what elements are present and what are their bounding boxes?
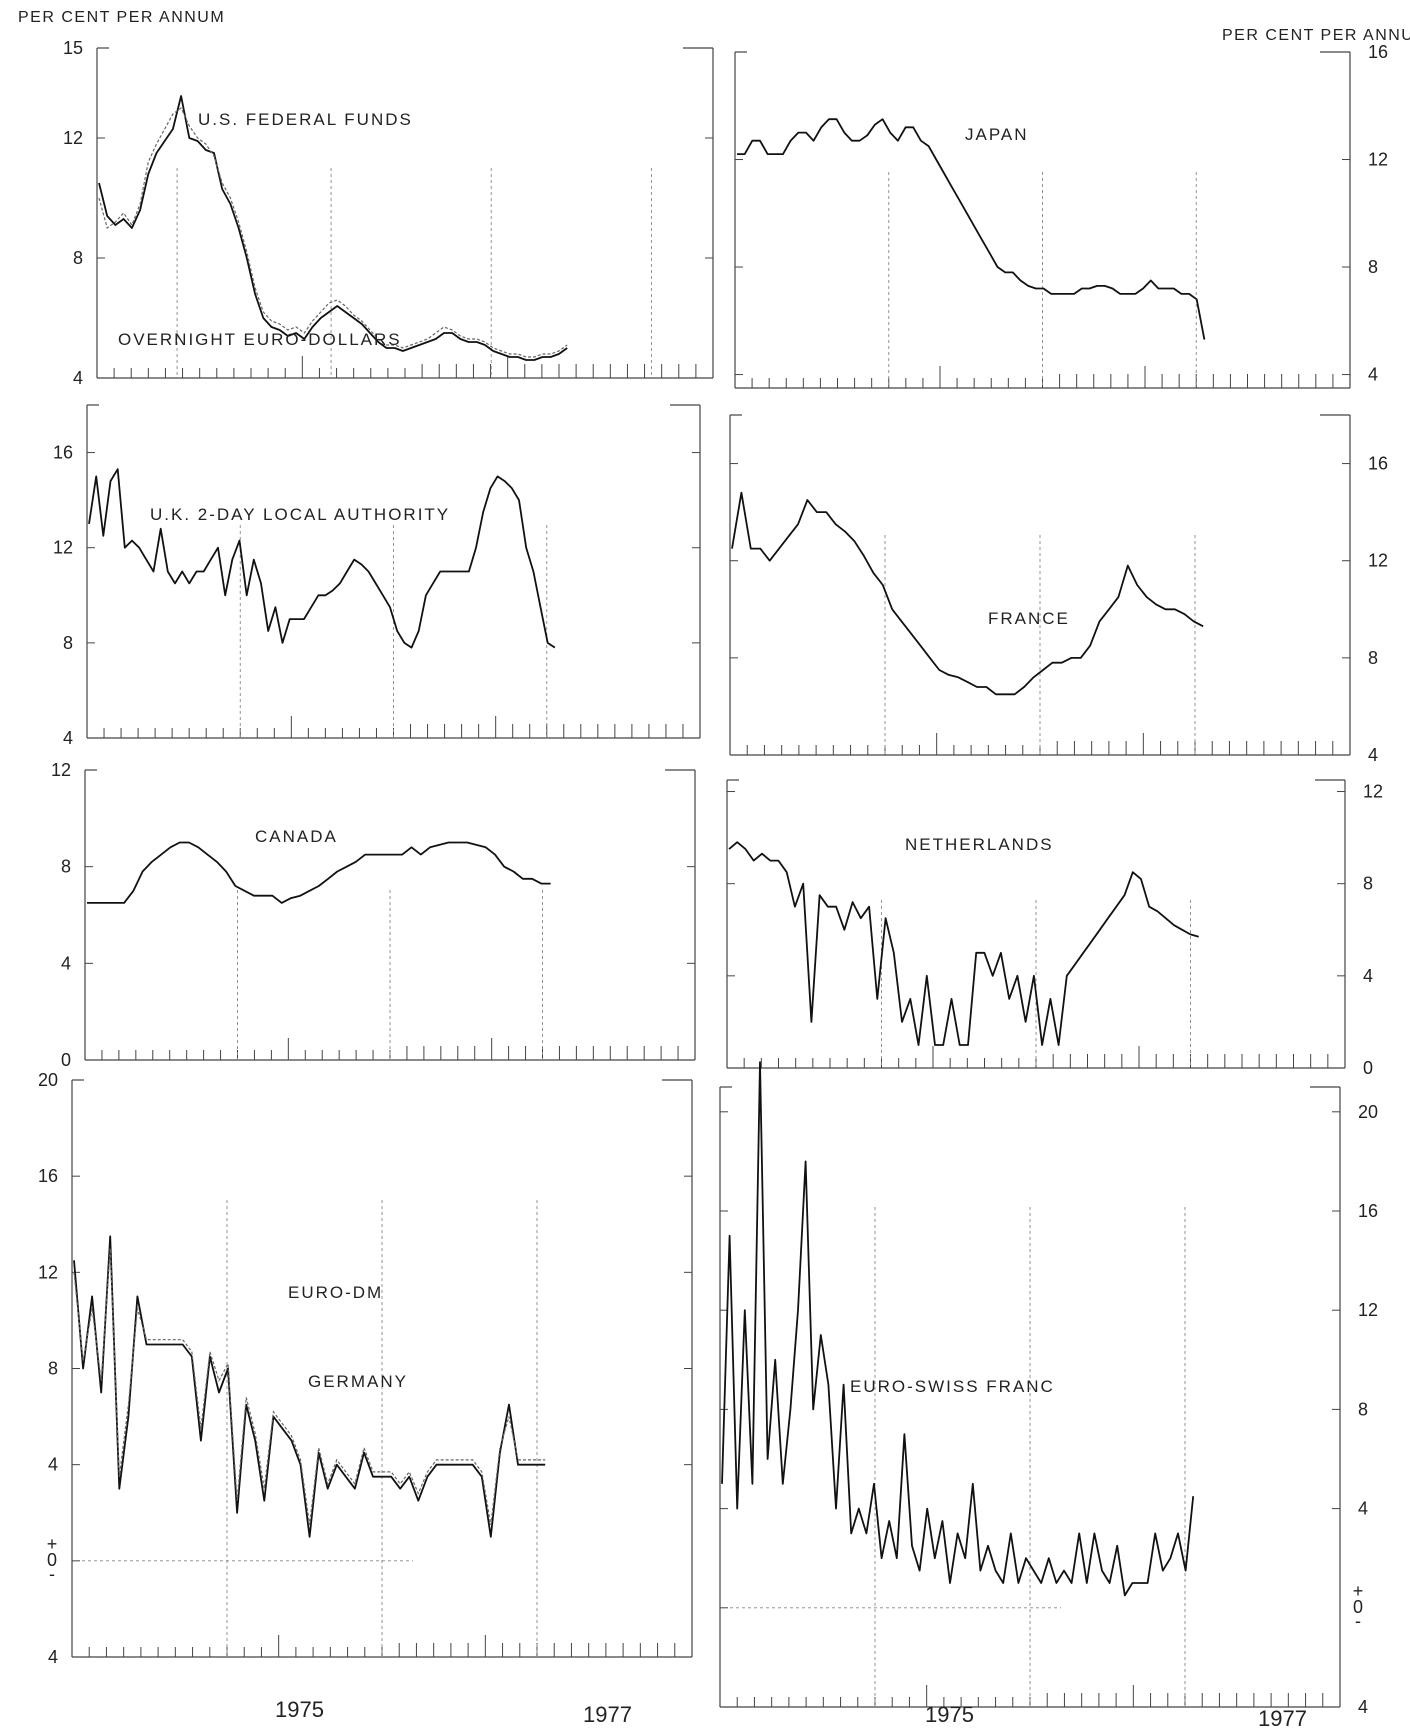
y-tick-label-germany: 4: [48, 1455, 58, 1475]
panel-japan: 4 8 12 16 JAPAN: [734, 42, 1388, 389]
y-tick-label-netherlands: 0: [1363, 1058, 1373, 1078]
y-tick-label-netherlands: 12: [1363, 782, 1383, 802]
panel-us: 4 8 12 15 U.S. FEDERAL FUNDS OVERNIGHT EURO-D…: [63, 38, 714, 388]
panel-france: 4 8 12 16 FRANCE: [729, 414, 1388, 765]
series-line-us-1: [98, 107, 568, 358]
y-tick-label-germany: 8: [48, 1359, 58, 1379]
series-label-canada-0: CANADA: [255, 827, 338, 846]
series-label-germany-0: EURO-DM: [288, 1283, 383, 1302]
y-tick-label-swiss: 20: [1358, 1102, 1378, 1122]
y-tick-label-us: 4: [73, 368, 83, 388]
y-tick-label-germany: 12: [38, 1262, 58, 1282]
y-tick-label-japan: 8: [1368, 257, 1378, 277]
series-line-us-0: [98, 95, 568, 361]
series-line-uk-0: [88, 468, 556, 649]
series-line-germany-0: [73, 1235, 546, 1538]
neg-four-label-germany: 4: [48, 1647, 58, 1667]
panel-germany: 4 8 12 16 20 +0- 4 EURO-DM GERMANY: [38, 1070, 693, 1667]
left-unit-label: PER CENT PER ANNUM: [18, 9, 225, 26]
y-tick-label-swiss: 4: [1358, 1499, 1368, 1519]
series-label-france-0: FRANCE: [988, 609, 1070, 628]
zero-sign-label-swiss: 0: [1353, 1597, 1363, 1617]
y-tick-label-canada: 4: [61, 953, 71, 973]
y-tick-label-us: 12: [63, 128, 83, 148]
right-unit-label: PER CENT PER ANNUM: [1222, 27, 1410, 44]
y-tick-label-us: 15: [63, 38, 83, 58]
zero-sign-label-germany: 0: [47, 1550, 57, 1570]
y-tick-label-canada: 12: [51, 760, 71, 780]
y-tick-label-france: 12: [1368, 551, 1388, 571]
y-tick-label-swiss: 16: [1358, 1201, 1378, 1221]
x-label-left-1975: 1975: [275, 1697, 324, 1722]
x-label-left-1977: 1977: [583, 1702, 632, 1727]
y-tick-label-swiss: 12: [1358, 1300, 1378, 1320]
series-label-netherlands-0: NETHERLANDS: [905, 835, 1054, 854]
y-tick-label-swiss: 8: [1358, 1399, 1368, 1419]
zero-sign-label-germany: +: [47, 1534, 58, 1554]
zero-sign-label-germany: -: [49, 1564, 55, 1584]
x-label-right-1977: 1977: [1258, 1706, 1307, 1729]
series-line-japan-0: [737, 118, 1206, 340]
y-tick-label-canada: 8: [61, 857, 71, 877]
y-tick-label-france: 16: [1368, 454, 1388, 474]
series-label-us-0: U.S. FEDERAL FUNDS: [198, 110, 413, 129]
panels: 4 8 12 15 U.S. FEDERAL FUNDS OVERNIGHT EURO-D…: [38, 38, 1388, 1717]
series-line-swiss-0: [721, 1061, 1195, 1597]
y-tick-label-france: 4: [1368, 745, 1378, 765]
y-tick-label-uk: 4: [63, 728, 73, 748]
y-tick-label-uk: 8: [63, 633, 73, 653]
y-tick-label-japan: 16: [1368, 42, 1388, 62]
y-tick-label-us: 8: [73, 248, 83, 268]
series-line-france-0: [731, 491, 1204, 696]
y-tick-label-japan: 4: [1368, 365, 1378, 385]
series-line-canada-0: [87, 841, 551, 904]
series-label-swiss-0: EURO-SWISS FRANC: [850, 1377, 1055, 1396]
series-label-germany-1: GERMANY: [308, 1372, 408, 1391]
y-tick-label-germany: 20: [38, 1070, 58, 1090]
series-label-us-1: OVERNIGHT EURO-DOLLARS: [118, 330, 402, 349]
neg-four-label-swiss: 4: [1358, 1697, 1368, 1717]
y-tick-label-germany: 16: [38, 1166, 58, 1186]
panel-uk: 4 8 12 16 U.K. 2-DAY LOCAL AUTHORITY: [53, 404, 701, 748]
y-tick-label-uk: 16: [53, 443, 73, 463]
y-tick-label-canada: 0: [61, 1050, 71, 1070]
panel-netherlands: 0 4 8 12 NETHERLANDS: [726, 779, 1383, 1078]
series-line-netherlands-0: [728, 841, 1199, 1046]
series-label-uk-0: U.K. 2-DAY LOCAL AUTHORITY: [150, 505, 450, 524]
y-tick-label-japan: 12: [1368, 150, 1388, 170]
y-tick-label-uk: 12: [53, 538, 73, 558]
panel-canada: 0 4 8 12 CANADA: [51, 760, 696, 1070]
y-tick-label-france: 8: [1368, 648, 1378, 668]
y-tick-label-netherlands: 4: [1363, 966, 1373, 986]
x-label-right-1975: 1975: [925, 1702, 974, 1727]
series-line-germany-1: [73, 1248, 546, 1525]
y-tick-label-netherlands: 8: [1363, 874, 1373, 894]
zero-sign-label-swiss: -: [1355, 1611, 1361, 1631]
zero-sign-label-swiss: +: [1353, 1581, 1364, 1601]
series-label-japan-0: JAPAN: [965, 125, 1029, 144]
